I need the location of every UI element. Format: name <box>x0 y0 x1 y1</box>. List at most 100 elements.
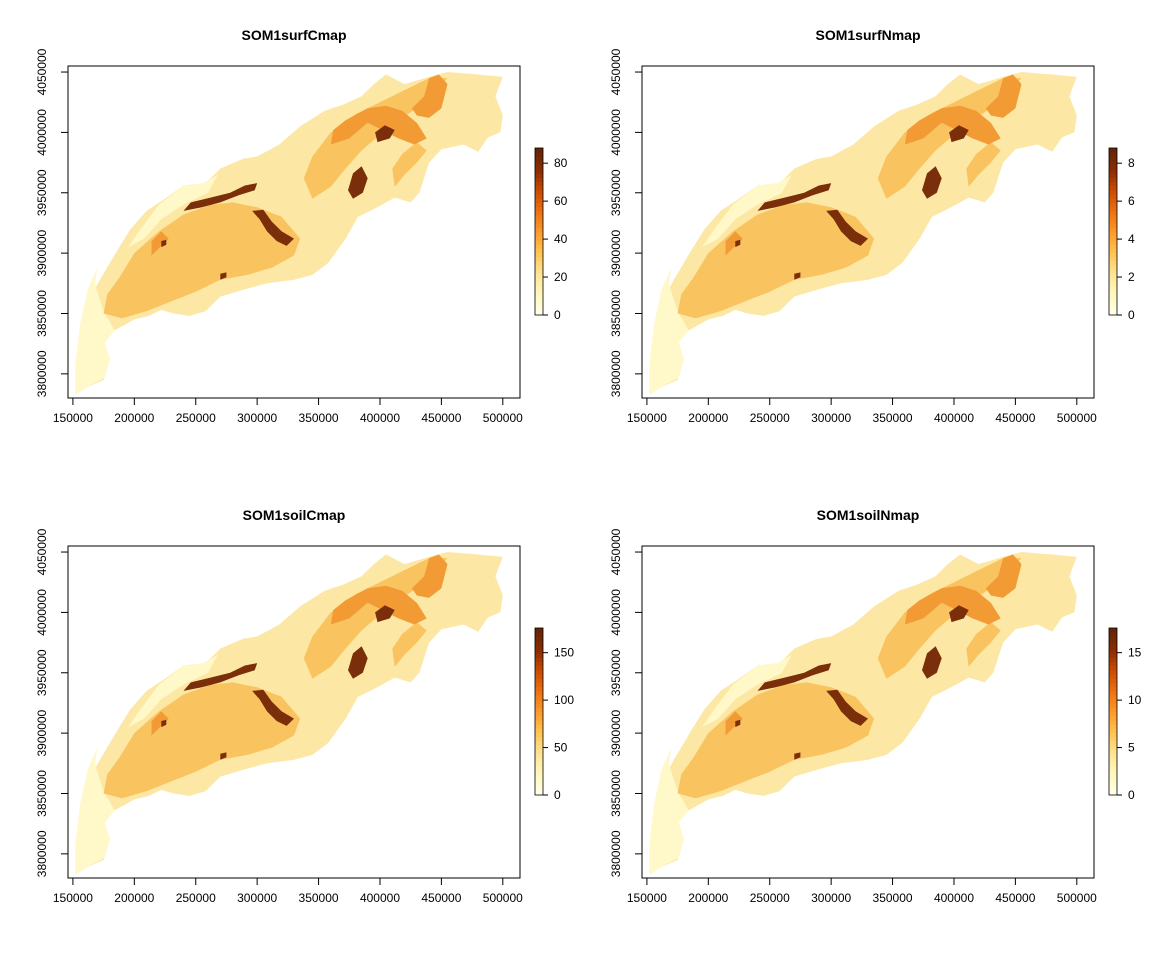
legend-swatch <box>535 269 543 274</box>
legend-frame <box>534 627 544 796</box>
legend-swatch <box>1109 707 1117 713</box>
legend-swatch <box>1109 202 1117 208</box>
legend-swatch <box>1109 694 1117 700</box>
y-tick-label: 3900000 <box>35 229 49 276</box>
legend-tick-label: 0 <box>1128 788 1135 802</box>
map-region-high-5 <box>161 239 167 248</box>
map-region-northeast <box>877 78 1022 199</box>
x-tick-label: 350000 <box>873 891 913 905</box>
legend-swatch <box>535 628 543 633</box>
legend-swatch <box>535 669 543 675</box>
map-region-high-3 <box>348 166 368 199</box>
legend-swatch <box>535 277 543 283</box>
legend-swatch <box>535 744 543 750</box>
x-tick-label: 450000 <box>421 891 461 905</box>
y-tick-label: 4050000 <box>609 528 623 575</box>
legend-swatch <box>1109 177 1117 182</box>
legend-swatch <box>535 185 543 191</box>
legend-swatch <box>1109 281 1117 287</box>
panel-title: SOM1soilCmap <box>243 507 346 523</box>
map-region-northeast <box>877 558 1022 679</box>
legend-swatch <box>1109 648 1117 654</box>
legend-swatch <box>535 703 543 708</box>
legend-swatch <box>1109 740 1117 746</box>
y-axis: 3800000 3850000 3900000 3950000 4000000 40500… <box>35 48 68 397</box>
map-region-orange-2 <box>985 554 1022 598</box>
x-tick-label: 400000 <box>360 411 400 425</box>
legend-swatch <box>535 711 543 717</box>
map-region-orange-1 <box>904 105 1001 145</box>
legend-swatch <box>1109 736 1117 742</box>
legend-swatch <box>1109 214 1117 220</box>
legend-swatch <box>535 227 543 233</box>
map-region-orange-3 <box>151 231 169 256</box>
legend-swatch <box>535 256 543 262</box>
x-tick-label: 500000 <box>1057 891 1097 905</box>
legend-swatch <box>535 724 543 729</box>
legend-swatch <box>1109 256 1117 262</box>
map-region-east <box>966 142 1001 187</box>
legend-swatch <box>535 193 543 199</box>
legend-swatch <box>1109 227 1117 233</box>
legend-swatch <box>1109 160 1117 166</box>
legend-swatch <box>1109 152 1117 157</box>
y-tick-label: 3900000 <box>609 709 623 756</box>
legend-swatch <box>1109 711 1117 717</box>
map-region-high-1 <box>757 663 832 691</box>
legend-swatch <box>535 210 543 216</box>
legend-swatch <box>535 740 543 746</box>
legend-swatch <box>1109 164 1117 170</box>
x-tick-label: 300000 <box>811 891 851 905</box>
legend-swatch <box>1109 193 1117 199</box>
map-region-high-4 <box>949 125 969 143</box>
legend-swatch <box>535 177 543 182</box>
legend-tick-label: 10 <box>1128 693 1142 707</box>
x-tick-label: 450000 <box>995 411 1035 425</box>
legend-swatch <box>1109 189 1117 195</box>
map-region-high-6 <box>220 752 227 760</box>
legend-swatch <box>1109 206 1117 212</box>
legend-swatch <box>1109 778 1117 784</box>
x-tick-label: 350000 <box>299 411 339 425</box>
x-tick-label: 150000 <box>53 891 93 905</box>
legend-swatch <box>1109 728 1117 733</box>
legend-swatch <box>535 665 543 671</box>
legend-swatch <box>535 214 543 220</box>
legend-swatch <box>535 715 543 721</box>
legend-swatch <box>535 235 543 241</box>
legend-swatch <box>535 168 543 174</box>
legend-swatch <box>535 231 543 237</box>
x-tick-label: 450000 <box>421 411 461 425</box>
legend-swatch <box>535 298 543 304</box>
x-tick-label: 250000 <box>750 411 790 425</box>
x-tick-label: 350000 <box>299 891 339 905</box>
legend-swatch <box>1109 173 1117 178</box>
legend-swatch <box>535 202 543 208</box>
legend-swatch <box>1109 185 1117 191</box>
legend-swatch <box>535 782 543 788</box>
map-region-high-6 <box>794 752 801 760</box>
x-axis: 150000 200000 250000 300000 350000 400000 4500… <box>53 878 523 905</box>
y-tick-label: 3800000 <box>35 350 49 397</box>
map-region-high-1 <box>183 663 258 691</box>
map-region-central <box>677 202 875 319</box>
y-tick-label: 3900000 <box>609 229 623 276</box>
legend-swatch <box>1109 210 1117 216</box>
legend-tick-label: 150 <box>554 646 574 660</box>
map-region-nw-pale <box>702 654 792 728</box>
legend-swatch <box>1109 682 1117 688</box>
legend-swatch <box>535 244 543 249</box>
legend-swatch <box>1109 310 1117 316</box>
legend-tick-label: 6 <box>1128 194 1135 208</box>
map-region-east <box>966 622 1001 667</box>
legend-swatch <box>535 302 543 308</box>
map-region-orange-2 <box>411 554 448 598</box>
map-region-high-2 <box>252 689 294 726</box>
legend-swatch <box>1109 753 1117 759</box>
map-region-high-2 <box>252 209 294 246</box>
plot-frame <box>67 545 521 879</box>
legend-swatch <box>535 678 543 683</box>
y-tick-label: 4050000 <box>609 48 623 95</box>
legend-swatch <box>535 252 543 258</box>
legend-swatch <box>535 173 543 178</box>
